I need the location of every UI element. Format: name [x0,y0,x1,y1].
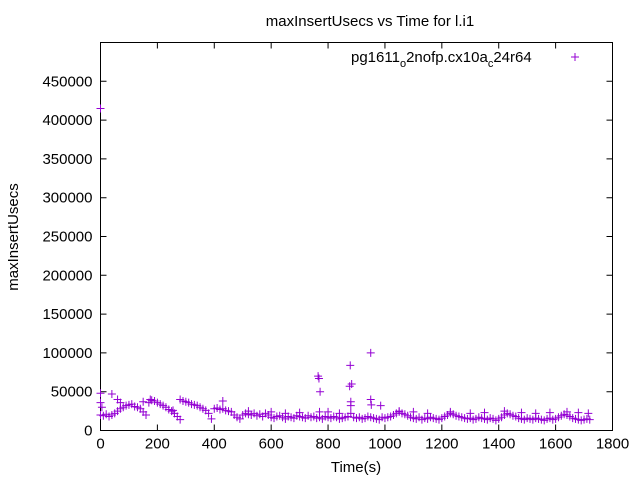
data-point [244,407,253,416]
x-tick-label: 1200 [425,436,458,453]
x-tick-label: 1600 [539,436,572,453]
data-point [335,409,344,418]
legend-label-part: 2nofp.cx10a [406,49,488,66]
legend-label-subscript: c [488,58,494,70]
plot-border [100,42,613,431]
data-point [96,389,105,398]
data-point [146,395,155,404]
data-point [142,410,151,419]
data-point [531,409,540,418]
y-axis: 0 50000 100000 150000 200000 250000 300000 3500… [42,73,613,440]
data-point [176,395,185,404]
data-points [96,104,594,425]
data-point [176,415,185,424]
y-tick-label: 150000 [42,306,92,323]
data-point [517,408,526,417]
x-tick-label: 1400 [482,436,515,453]
data-point [218,397,227,406]
data-point [346,361,355,370]
y-tick-label: 200000 [42,267,92,284]
data-point [169,406,178,415]
data-point [207,414,216,423]
legend-label-part: 24r64 [493,49,531,66]
data-point [316,387,325,396]
y-tick-label: 400000 [42,112,92,129]
data-point [315,407,324,416]
data-point [96,104,105,113]
x-axis-label: Time(s) [331,459,381,476]
data-point [367,400,376,409]
data-point [376,401,385,410]
legend-label-part: pg1611 [351,49,400,66]
data-point [545,408,554,417]
y-tick-label: 350000 [42,151,92,168]
data-point [107,390,116,399]
y-tick-label: 0 [84,423,92,440]
x-tick-label: 400 [202,436,227,453]
data-point [366,395,375,404]
x-axis: 0 200 400 600 800 1000 1200 1400 1600 1800 [96,42,629,453]
y-tick-label: 300000 [42,190,92,207]
data-point [584,409,593,418]
legend-label: pg1611o2nofp.cx10ac24r64 [351,49,532,70]
data-point [116,398,125,407]
legend-label-subscript: o [400,58,406,70]
x-tick-label: 200 [145,436,170,453]
data-point [395,407,404,416]
x-tick-label: 0 [96,436,104,453]
chart-title: maxInsertUsecs vs Time for l.i1 [266,13,474,30]
legend: pg1611o2nofp.cx10ac24r64 [351,49,579,70]
data-point [466,409,475,418]
data-point [423,409,432,418]
data-point [346,401,355,410]
data-point [366,348,375,357]
data-point [347,379,356,388]
data-point [562,407,571,416]
x-tick-label: 800 [316,436,341,453]
y-axis-label: maxInsertUsecs [5,183,22,291]
data-point [409,407,418,416]
data-point [324,407,333,416]
data-point [281,409,290,418]
data-point [446,407,455,416]
data-point [97,403,106,412]
y-tick-label: 50000 [51,384,93,401]
data-point [295,408,304,417]
x-tick-label: 1000 [368,436,401,453]
x-tick-label: 1800 [596,436,629,453]
y-tick-label: 100000 [42,345,92,362]
data-point [585,415,594,424]
legend-marker [571,53,579,61]
data-point [480,408,489,417]
data-point [267,407,276,416]
data-point [314,374,323,383]
data-point [500,407,509,416]
data-point [96,398,105,407]
y-tick-label: 250000 [42,229,92,246]
x-tick-label: 600 [259,436,284,453]
data-point [139,397,148,406]
data-point [204,409,213,418]
data-point [574,408,583,417]
y-tick-label: 450000 [42,73,92,90]
